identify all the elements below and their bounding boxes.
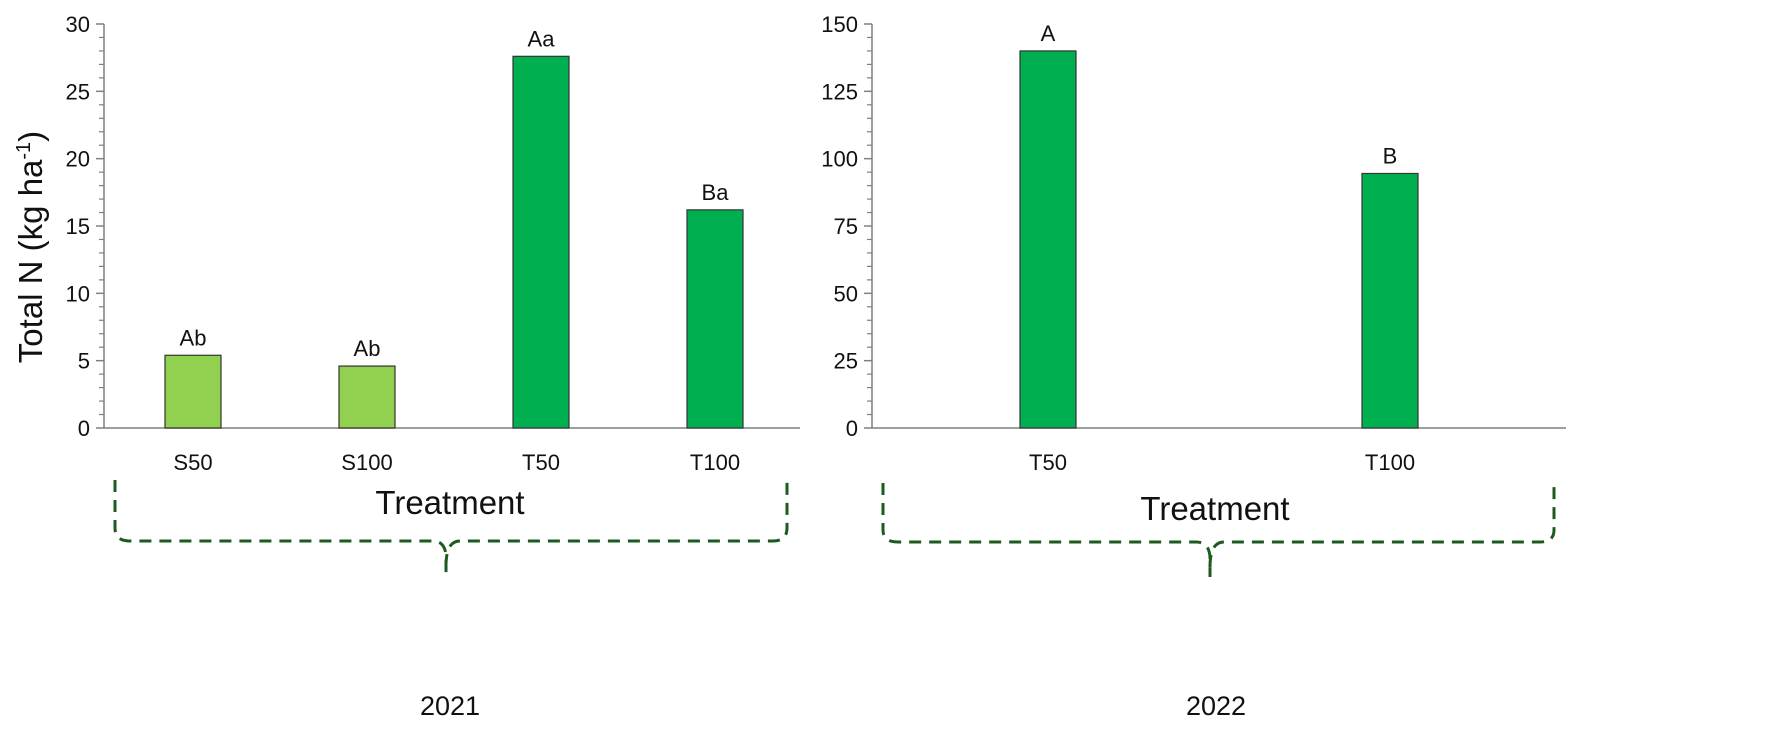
y-axis-title-close: ) (12, 131, 49, 142)
y-tick-label: 75 (834, 214, 858, 239)
y-tick-label: 125 (821, 79, 858, 104)
bar-T100 (1361, 172, 1419, 429)
y-axis-title-main: Total N (kg ha (12, 159, 49, 363)
y-tick-label: 10 (66, 281, 90, 306)
bar-label-T100: B (1383, 143, 1398, 168)
x-tick-label-T100: T100 (1365, 450, 1415, 475)
group-bracket-2021 (113, 475, 789, 575)
group-label-2022: 2022 (1186, 691, 1246, 721)
y-ticks-2021: 0 5 10 15 20 25 30 (66, 12, 104, 441)
bar-S50 (164, 354, 222, 429)
bar-label-T50: A (1041, 21, 1056, 46)
y-ticks-2022: 0 25 50 75 100 125 150 (821, 12, 872, 441)
y-tick-label: 25 (834, 349, 858, 374)
x-ticks-2022: T50 T100 (1029, 450, 1415, 475)
bar-S100 (338, 365, 396, 429)
x-tick-label-T50: T50 (1029, 450, 1067, 475)
y-tick-label: 20 (66, 147, 90, 172)
y-tick-label: 150 (821, 12, 858, 37)
bar-label-T50: Aa (528, 26, 556, 51)
y-axis-title-superscript: -1 (13, 142, 35, 160)
x-axis-title-2022: Treatment (1140, 490, 1289, 527)
bars-2022: AB (1019, 21, 1419, 429)
y-tick-label: 25 (66, 79, 90, 104)
x-axis-title-2021: Treatment (375, 484, 524, 521)
y-tick-label: 5 (78, 349, 90, 374)
bar-T50 (1019, 50, 1077, 429)
bar-label-T100: Ba (702, 180, 730, 205)
x-tick-label-S100: S100 (341, 450, 392, 475)
group-bracket-2022 (881, 483, 1556, 577)
bar-label-S50: Ab (180, 325, 207, 350)
y-tick-label: 30 (66, 12, 90, 37)
bar-T50 (512, 55, 570, 429)
y-tick-label: 0 (78, 416, 90, 441)
bar-label-S100: Ab (354, 336, 381, 361)
bars-2021: Ab Ab Aa Ba (164, 26, 744, 429)
x-tick-label-T100: T100 (690, 450, 740, 475)
y-tick-label: 0 (846, 416, 858, 441)
bar-T100 (686, 209, 744, 429)
group-label-2021: 2021 (420, 691, 480, 721)
y-tick-label: 15 (66, 214, 90, 239)
x-tick-label-S50: S50 (173, 450, 212, 475)
y-tick-label: 100 (821, 147, 858, 172)
y-tick-label: 50 (834, 281, 858, 306)
x-tick-label-T50: T50 (522, 450, 560, 475)
x-ticks-2021: S50 S100 T50 T100 (173, 450, 740, 475)
chart-2021: 0 5 10 15 20 25 30 Ab Ab Aa Ba S50 S100 T50 T100 Tre… (12, 12, 800, 721)
y-axis-title: Total N (kg ha-1) (12, 131, 49, 363)
